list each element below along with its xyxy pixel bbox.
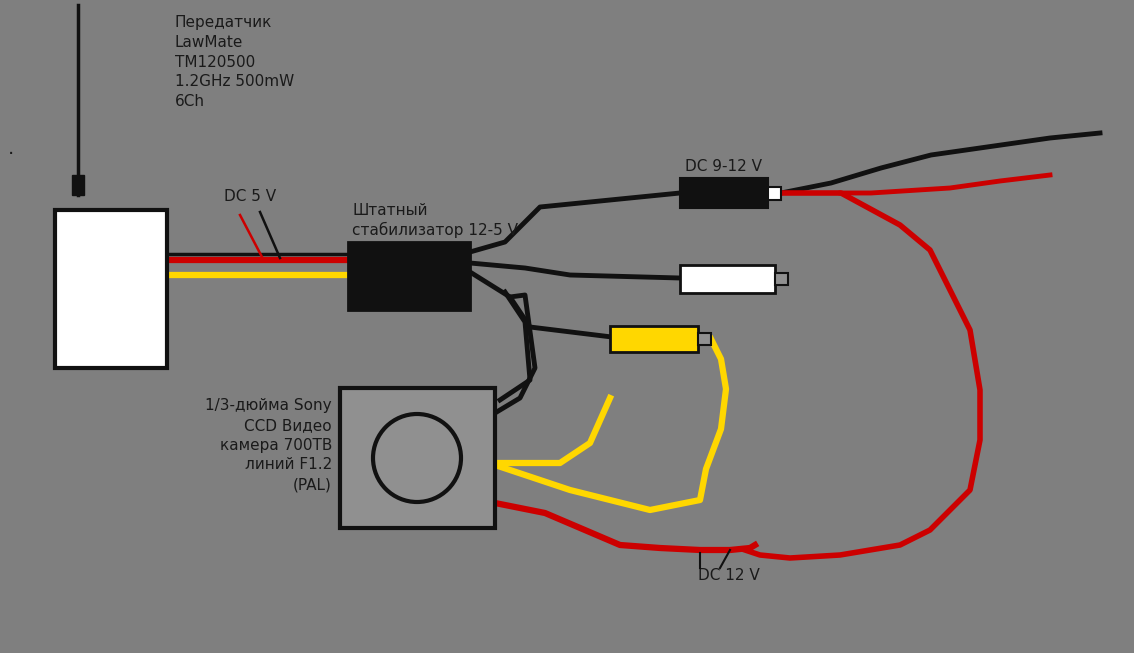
Text: 1/3-дюйма Sony
CCD Видео
камера 700ТВ
линий F1.2
(PAL): 1/3-дюйма Sony CCD Видео камера 700ТВ ли… — [205, 398, 332, 492]
Text: DC 9-12 V: DC 9-12 V — [685, 159, 762, 174]
Bar — [768, 187, 781, 200]
Bar — [699, 333, 711, 345]
Text: .: . — [8, 138, 15, 157]
Bar — [610, 326, 699, 352]
Circle shape — [373, 414, 462, 502]
Bar — [348, 242, 469, 310]
Bar — [680, 265, 775, 293]
Bar — [680, 178, 768, 208]
Bar — [71, 175, 84, 195]
Bar — [775, 273, 788, 285]
Bar — [56, 210, 167, 368]
Text: Штатный
стабилизатор 12-5 V: Штатный стабилизатор 12-5 V — [352, 203, 518, 238]
Text: DC 5 V: DC 5 V — [225, 189, 276, 204]
Text: Передатчик
LawMate
TM120500
1.2GHz 500mW
6Ch: Передатчик LawMate TM120500 1.2GHz 500mW… — [175, 15, 294, 109]
Text: DC 12 V: DC 12 V — [699, 568, 760, 583]
Bar — [340, 388, 496, 528]
